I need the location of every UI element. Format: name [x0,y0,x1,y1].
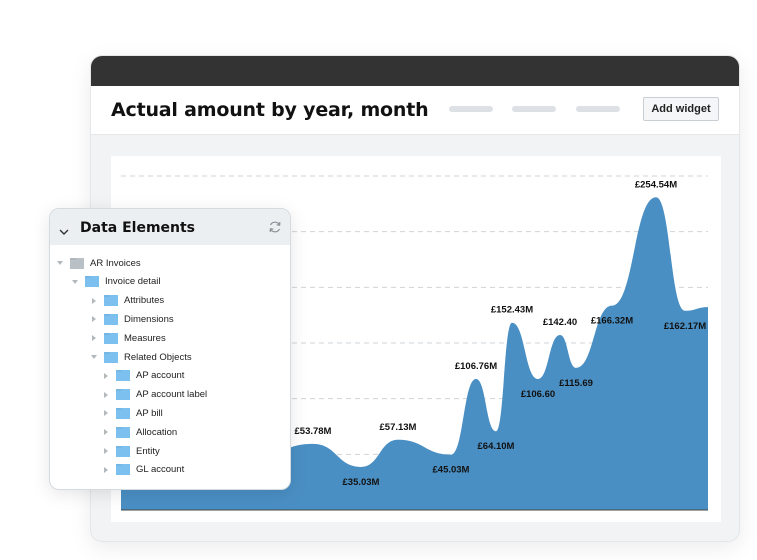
tree-item[interactable]: AR Invoices [56,254,141,272]
tree-item-label: Entity [136,445,160,457]
window-titlebar [91,56,739,86]
data-label: £142.40 [543,317,577,328]
chevron-down-icon[interactable] [59,223,69,241]
folder-icon [70,257,84,269]
folder-icon [104,295,118,307]
caret-down-icon[interactable] [90,353,98,361]
folder-icon [104,351,118,363]
tab-placeholder-3[interactable] [576,106,620,112]
panel-title: Data Elements [80,220,196,236]
panel-header: Data Elements [50,209,290,245]
data-label: £45.03M [433,465,470,476]
dashboard-header: Actual amount by year, month Add widget [91,86,739,135]
data-label: £57.13M [380,422,417,433]
data-label: £166.32M [591,316,633,327]
data-label: £162.17M [664,321,706,332]
data-label: £35.03M [343,477,380,488]
folder-icon [116,389,130,401]
data-label: £53.78M [295,426,332,437]
data-label: £254.54M [635,179,677,190]
caret-right-icon[interactable] [102,447,110,455]
caret-right-icon[interactable] [90,334,98,342]
caret-right-icon[interactable] [102,428,110,436]
caret-right-icon[interactable] [102,391,110,399]
caret-right-icon[interactable] [90,297,98,305]
tree-item[interactable]: AP bill [102,404,163,422]
tree-item-label: Measures [124,332,166,344]
data-label: £115.69 [559,378,593,389]
tree-item[interactable]: Dimensions [90,310,174,328]
tree-item-label: AP account [136,370,185,382]
folder-icon [85,276,99,288]
folder-icon [116,426,130,438]
data-label: £64.10M [478,441,515,452]
tree-item-label: Allocation [136,426,178,438]
caret-right-icon[interactable] [102,372,110,380]
tree-item[interactable]: Attributes [90,292,164,310]
area-chart: £53.78M £35.03M £57.13M £45.03M £106.76M £64.… [121,175,708,511]
tree-item-label: Attributes [124,295,165,307]
tree-item[interactable]: Measures [90,329,166,347]
tree-item-label: AP account label [136,389,208,401]
caret-down-icon[interactable] [71,278,79,286]
tab-placeholder-2[interactable] [512,106,556,112]
tree-item-label: Invoice detail [105,276,161,288]
add-widget-button[interactable]: Add widget [643,97,719,121]
data-label: £106.60 [521,389,555,400]
tree-item[interactable]: AP account label [102,386,207,404]
tab-placeholder-1[interactable] [449,106,493,112]
area-series[interactable] [121,197,708,511]
tree-item-label: GL account [136,464,185,476]
data-label: £106.76M [455,361,497,372]
folder-icon [104,332,118,344]
folder-icon [116,445,130,457]
tree-item-label: Related Objects [124,351,192,363]
tree-item-label: Dimensions [124,313,174,325]
tree-item[interactable]: Allocation [102,423,177,441]
folder-icon [116,464,130,476]
data-label: £152.43M [491,305,533,316]
caret-right-icon[interactable] [102,409,110,417]
tree-item[interactable]: Entity [102,442,160,460]
page-title: Actual amount by year, month [111,99,429,121]
folder-icon [116,407,130,419]
tree-item[interactable]: Related Objects [90,348,192,366]
tree-item[interactable]: AP account [102,367,184,385]
tree-item[interactable]: Invoice detail [71,273,160,291]
folder-icon [104,313,118,325]
caret-right-icon[interactable] [102,466,110,474]
data-elements-panel: Data Elements AR Invoices Invoice detail A… [49,208,291,490]
tree-item-label: AR Invoices [90,257,141,269]
tree-item-label: AP bill [136,407,163,419]
refresh-icon[interactable] [268,220,282,239]
folder-icon [116,370,130,382]
caret-right-icon[interactable] [90,315,98,323]
tree-item[interactable]: GL account [102,461,184,479]
caret-down-icon[interactable] [56,259,64,267]
